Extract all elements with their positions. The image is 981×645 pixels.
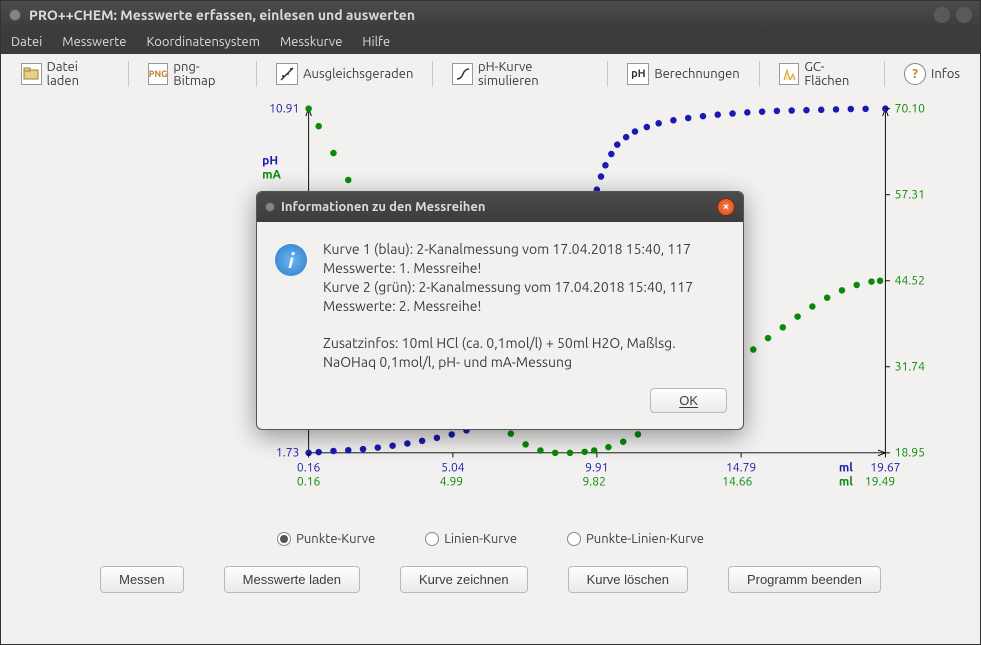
dialog-titlebar: Informationen zu den Messreihen × bbox=[257, 192, 743, 222]
dialog-text: Kurve 1 (blau): 2-Kanalmessung vom 17.04… bbox=[323, 240, 693, 372]
dialog-title-icon bbox=[265, 202, 275, 212]
info-dialog: Informationen zu den Messreihen × i Kurv… bbox=[256, 191, 744, 430]
info-icon: i bbox=[275, 244, 307, 276]
dialog-close-button[interactable]: × bbox=[717, 198, 735, 216]
dialog-line: Messwerte: 1. Messreihe! bbox=[323, 259, 693, 278]
app-window: PRO++CHEM: Messwerte erfassen, einlesen … bbox=[0, 0, 981, 645]
dialog-line: Zusatzinfos: 10ml HCl (ca. 0,1mol/l) + 5… bbox=[323, 334, 693, 353]
dialog-overlay: Informationen zu den Messreihen × i Kurv… bbox=[1, 1, 980, 644]
dialog-line bbox=[323, 316, 693, 335]
dialog-line: NaOHaq 0,1mol/l, pH- und mA-Messung bbox=[323, 353, 693, 372]
dialog-title-text: Informationen zu den Messreihen bbox=[275, 200, 717, 214]
dialog-body: i Kurve 1 (blau): 2-Kanalmessung vom 17.… bbox=[257, 222, 743, 382]
dialog-actions: OK bbox=[257, 382, 743, 429]
dialog-line: Messwerte: 2. Messreihe! bbox=[323, 297, 693, 316]
dialog-ok-button[interactable]: OK bbox=[650, 388, 727, 413]
dialog-line: Kurve 2 (grün): 2-Kanalmessung vom 17.04… bbox=[323, 278, 693, 297]
dialog-line: Kurve 1 (blau): 2-Kanalmessung vom 17.04… bbox=[323, 240, 693, 259]
